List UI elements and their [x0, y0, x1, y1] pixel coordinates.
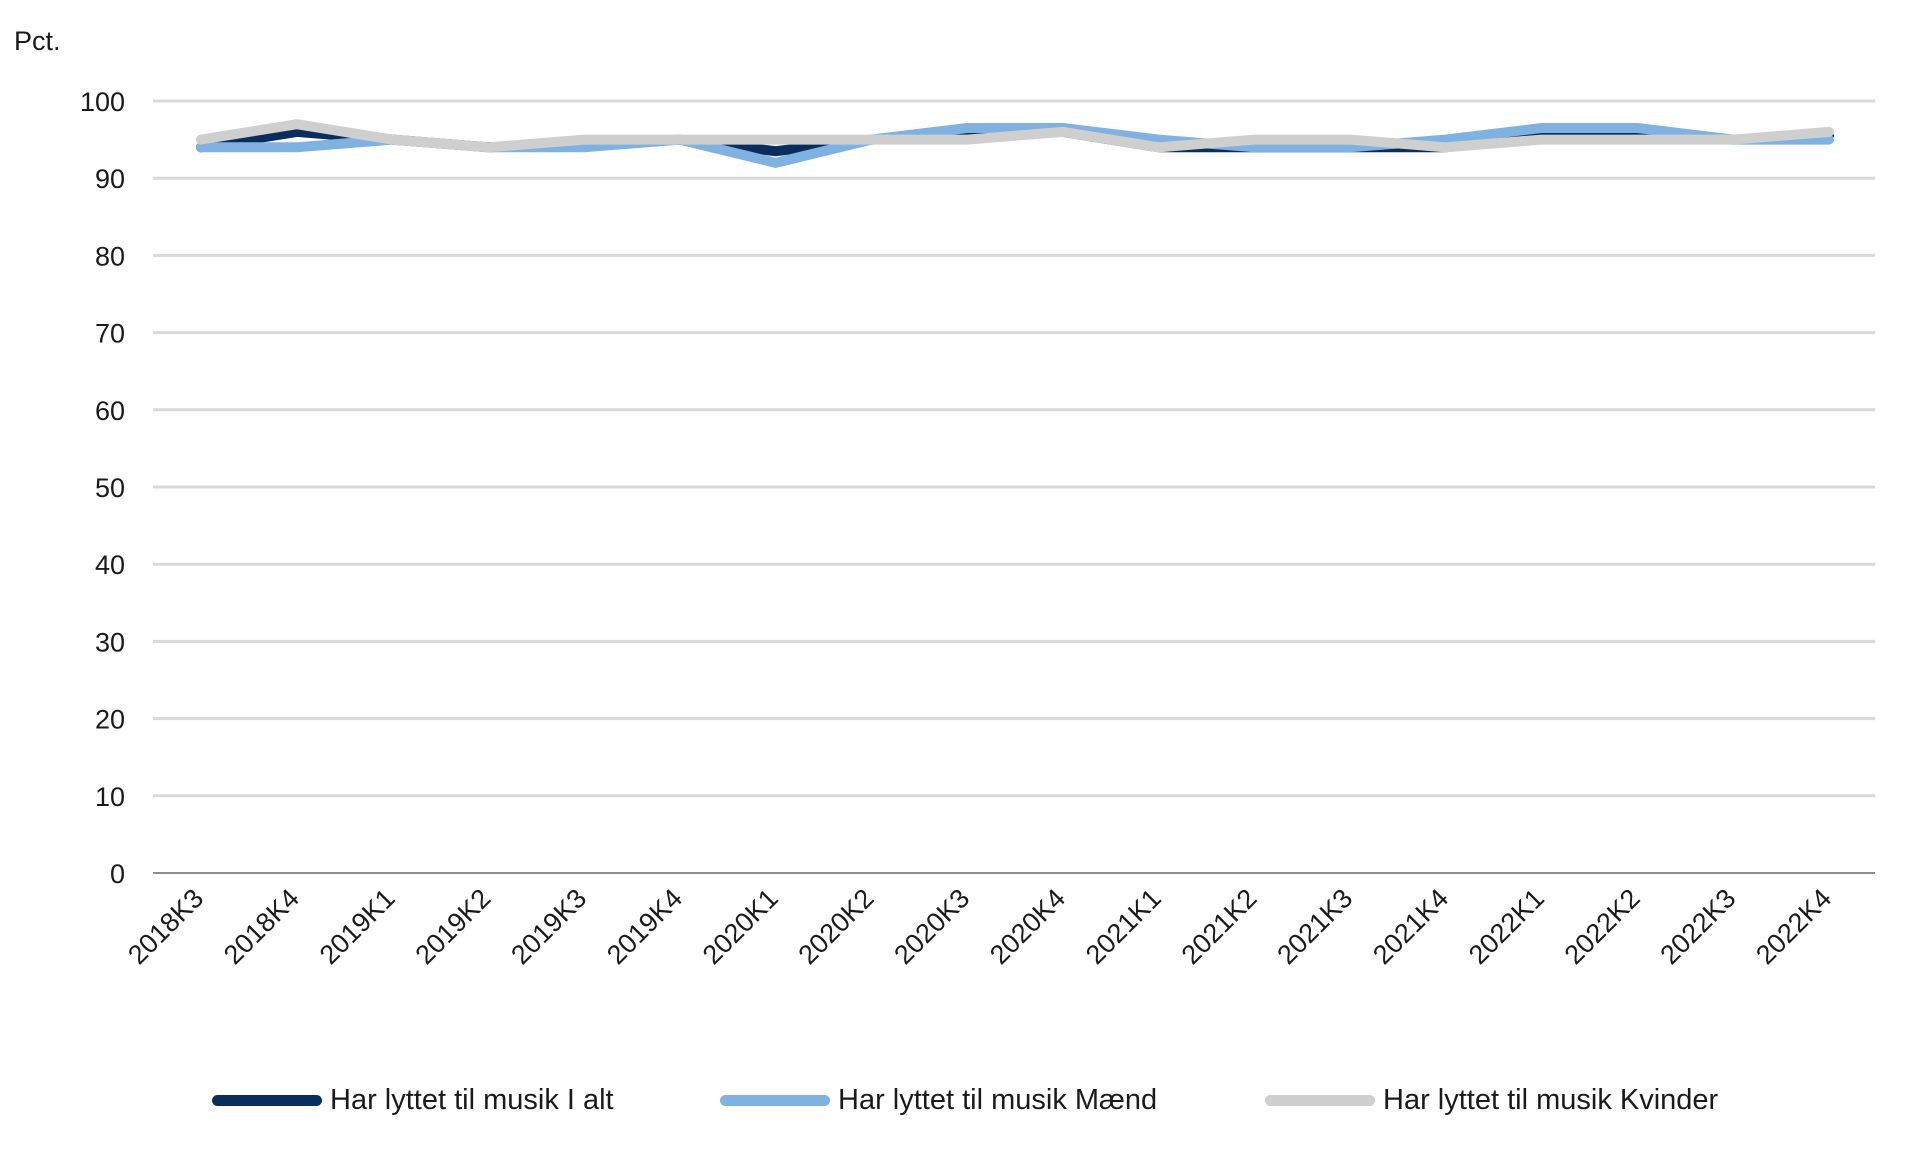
x-tick-label-2018K4: 2018K4 — [218, 883, 305, 970]
y-tick-label-100: 100 — [80, 87, 125, 117]
x-tick-label-2019K4: 2019K4 — [601, 883, 688, 970]
x-tick-label-2021K4: 2021K4 — [1367, 883, 1454, 970]
legend-item-kvinder: Har lyttet til musik Kvinder — [1265, 1075, 1718, 1125]
y-tick-label-60: 60 — [95, 396, 125, 426]
x-tick-label-2022K4: 2022K4 — [1750, 883, 1837, 970]
legend-swatch-maend — [720, 1094, 830, 1106]
y-tick-label-40: 40 — [95, 550, 125, 580]
legend-label-kvinder: Har lyttet til musik Kvinder — [1383, 1083, 1719, 1116]
x-tick-label-2020K1: 2020K1 — [697, 883, 784, 970]
x-tick-label-2020K3: 2020K3 — [888, 883, 975, 970]
gridlines — [153, 99, 1875, 874]
legend: Har lyttet til musik I alt Har lyttet ti… — [0, 1075, 1920, 1125]
y-tick-label-80: 80 — [95, 241, 125, 271]
y-axis-unit-label: Pct. — [14, 26, 61, 56]
series-line-2 — [196, 119, 1834, 153]
x-tick-label-2020K2: 2020K2 — [793, 883, 880, 970]
legend-swatch-i-alt — [212, 1094, 322, 1106]
legend-label-maend: Har lyttet til musik Mænd — [838, 1083, 1158, 1116]
y-tick-label-0: 0 — [110, 859, 125, 889]
y-tick-label-50: 50 — [95, 473, 125, 503]
x-tick-label-2019K1: 2019K1 — [314, 883, 401, 970]
x-tick-label-2022K3: 2022K3 — [1654, 883, 1741, 970]
x-tick-label-2019K3: 2019K3 — [505, 883, 592, 970]
legend-item-i-alt: Har lyttet til musik I alt — [212, 1075, 614, 1125]
x-tick-label-2022K1: 2022K1 — [1463, 883, 1550, 970]
y-tick-label-30: 30 — [95, 627, 125, 657]
legend-item-maend: Har lyttet til musik Mænd — [720, 1075, 1157, 1125]
y-tick-label-70: 70 — [95, 319, 125, 349]
x-tick-label-2021K3: 2021K3 — [1271, 883, 1358, 970]
x-axis-ticks: 2018K3 2018K4 2019K1 2019K2 2019K3 2019K4 2020… — [122, 883, 1837, 970]
x-tick-label-2022K2: 2022K2 — [1559, 883, 1646, 970]
x-tick-label-2020K4: 2020K4 — [984, 883, 1071, 970]
x-tick-label-2019K2: 2019K2 — [409, 883, 496, 970]
x-tick-label-2018K3: 2018K3 — [122, 883, 209, 970]
legend-swatch-kvinder — [1265, 1094, 1375, 1106]
x-tick-label-2021K1: 2021K1 — [1080, 883, 1167, 970]
series-lines — [196, 119, 1834, 168]
y-axis-ticks: 0 10 20 30 40 50 60 70 80 90 100 — [80, 87, 125, 889]
y-tick-label-20: 20 — [95, 705, 125, 735]
y-tick-label-10: 10 — [95, 782, 125, 812]
y-tick-label-90: 90 — [95, 164, 125, 194]
legend-label-i-alt: Har lyttet til musik I alt — [330, 1083, 614, 1116]
x-tick-label-2021K2: 2021K2 — [1176, 883, 1263, 970]
